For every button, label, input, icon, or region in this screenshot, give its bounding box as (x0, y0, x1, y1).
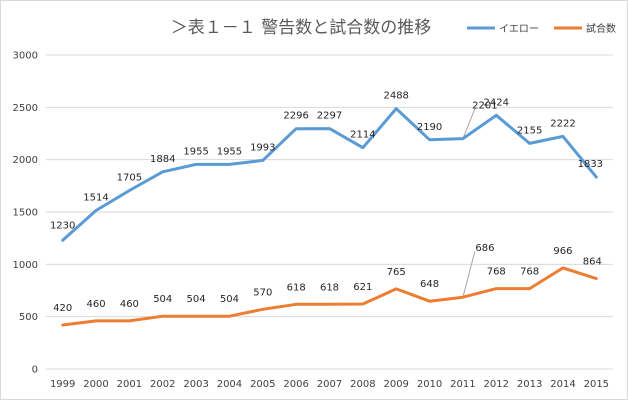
callout-leader (462, 108, 476, 139)
data-label: 460 (86, 299, 105, 310)
data-label: 460 (120, 299, 139, 310)
x-tick-label: 2011 (450, 379, 475, 390)
series-line-0 (61, 107, 598, 242)
data-label: 966 (553, 246, 572, 257)
callouts (462, 108, 476, 298)
x-tick-label: 2012 (484, 379, 509, 390)
y-tick-label: 2500 (13, 103, 38, 114)
data-label: 1993 (250, 142, 275, 153)
data-label: 420 (53, 303, 72, 314)
x-tick-label: 2005 (250, 379, 275, 390)
x-axis: 1999 2000 2001 2002 2003 2004 2005 2006 2007 2008… (50, 379, 609, 390)
x-tick-label: 2008 (350, 379, 375, 390)
data-labels: 1230 1514 1705 1884 1955 1955 1993 2296 2297 2114… (50, 91, 603, 314)
x-tick-label: 2002 (150, 379, 175, 390)
x-tick-label: 2013 (517, 379, 542, 390)
x-tick-label: 2009 (383, 379, 408, 390)
data-label: 765 (387, 267, 406, 278)
x-tick-label: 2006 (283, 379, 308, 390)
data-label: 1705 (117, 173, 142, 184)
data-label: 2201 (472, 101, 497, 112)
y-tick-label: 2000 (13, 155, 38, 166)
data-label: 2424 (484, 97, 509, 108)
data-label: 686 (475, 243, 494, 254)
data-label: 768 (487, 267, 506, 278)
series (61, 107, 598, 327)
y-tick-label: 3000 (13, 51, 38, 62)
y-tick-label: 0 (32, 365, 38, 376)
legend-label-yellow: イエロー (499, 24, 539, 35)
data-label: 504 (220, 294, 239, 305)
data-label: 618 (320, 282, 339, 293)
x-tick-label: 2000 (83, 379, 108, 390)
data-label: 504 (187, 294, 206, 305)
legend-label-matches: 試合数 (586, 22, 616, 35)
data-label: 2488 (383, 91, 408, 102)
x-tick-label: 2014 (550, 379, 575, 390)
x-tick-label: 2001 (117, 379, 142, 390)
data-label: 570 (253, 287, 272, 298)
y-tick-label: 500 (19, 312, 38, 323)
callout-leader (462, 251, 476, 298)
data-label: 504 (153, 294, 172, 305)
gridlines (46, 54, 613, 370)
data-label: 768 (520, 267, 539, 278)
data-label: 1955 (217, 146, 242, 157)
data-label: 648 (420, 279, 439, 290)
data-label: 1884 (150, 154, 175, 165)
data-label: 621 (353, 282, 372, 293)
series-line-1 (61, 266, 598, 327)
data-label: 2155 (517, 125, 542, 136)
data-label: 2297 (317, 111, 342, 122)
data-label: 1514 (83, 193, 108, 204)
data-label: 1833 (578, 159, 603, 170)
x-tick-label: 2007 (317, 379, 342, 390)
y-axis: 0 500 1000 1500 2000 2500 3000 (13, 51, 38, 376)
data-label: 2222 (550, 118, 575, 129)
legend: イエロー 試合数 (467, 22, 616, 35)
data-label: 1230 (50, 220, 75, 231)
x-tick-label: 2010 (417, 379, 442, 390)
x-tick-label: 2015 (584, 379, 609, 390)
data-label: 2190 (417, 122, 442, 133)
data-label: 1955 (183, 146, 208, 157)
x-tick-label: 2004 (217, 379, 242, 390)
x-tick-label: 2003 (183, 379, 208, 390)
y-tick-label: 1000 (13, 260, 38, 271)
x-tick-label: 1999 (50, 379, 75, 390)
data-label: 2296 (283, 111, 308, 122)
data-label: 2114 (350, 130, 375, 141)
data-label: 618 (287, 282, 306, 293)
chart-title: ＞表１－１ 警告数と試合数の推移 (171, 18, 431, 38)
y-tick-label: 1500 (13, 208, 38, 219)
data-label: 864 (583, 257, 602, 268)
